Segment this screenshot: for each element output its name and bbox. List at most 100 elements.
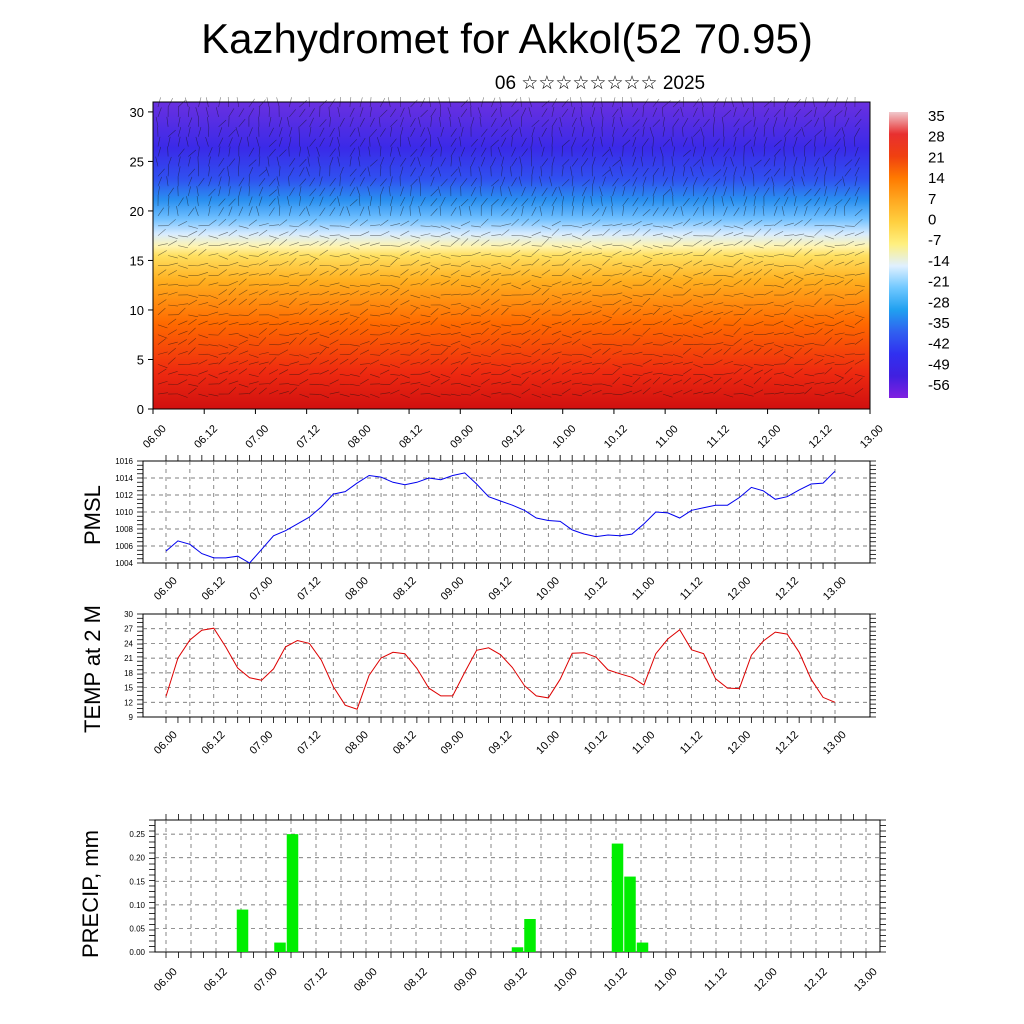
- colorbar: [889, 112, 908, 398]
- precip-bar: [286, 834, 299, 952]
- temp-y-tick-label: 30: [124, 610, 133, 619]
- precip-x-tick-label: 13.00: [852, 966, 880, 994]
- precip-y-tick-label: 0.10: [129, 901, 145, 910]
- colorbar-label: -42: [928, 336, 950, 353]
- x-tick-label: 11.00: [653, 423, 680, 450]
- precip-bar: [511, 947, 524, 952]
- colorbar-label: -56: [928, 377, 950, 394]
- precip-x-tick-label: 12.00: [752, 966, 780, 994]
- pmsl-x-tick-label: 06.12: [200, 575, 228, 603]
- temp-y-tick-label: 27: [124, 625, 133, 634]
- x-tick-label: 07.00: [243, 423, 271, 451]
- pmsl-x-tick-label: 08.12: [391, 575, 419, 603]
- pmsl-x-tick-label: 12.12: [773, 575, 801, 603]
- temp-x-tick-label: 12.12: [773, 729, 801, 757]
- pmsl-x-tick-label: 11.12: [678, 575, 705, 602]
- y-tick-label: 30: [130, 105, 144, 120]
- pmsl-x-tick-label: 08.00: [343, 575, 371, 603]
- y-tick-label: 10: [130, 303, 144, 318]
- x-tick-label: 09.00: [448, 423, 476, 451]
- pmsl-series-line: [165, 470, 836, 564]
- temp-x-tick-label: 07.00: [247, 729, 275, 757]
- pmsl-y-tick-label: 1010: [115, 508, 133, 517]
- temp-x-tick-label: 10.00: [534, 729, 562, 757]
- precip-x-tick-label: 07.00: [252, 966, 280, 994]
- pmsl-x-tick-label: 11.00: [630, 575, 657, 602]
- x-tick-label: 08.00: [346, 423, 374, 451]
- temp-x-tick-label: 09.00: [439, 729, 467, 757]
- precip-x-tick-label: 08.12: [402, 966, 430, 994]
- pmsl-y-tick-label: 1008: [115, 525, 133, 534]
- pmsl-y-tick-label: 1004: [115, 559, 133, 568]
- pmsl-grid: [143, 461, 870, 563]
- precip-x-tick-label: 06.00: [152, 966, 180, 994]
- temp-x-tick-label: 13.00: [821, 729, 849, 757]
- precip-x-tick-label: 06.12: [202, 966, 230, 994]
- precip-y-tick-label: 0.25: [129, 830, 145, 839]
- pmsl-y-tick-label: 1014: [115, 474, 133, 483]
- temp-x-tick-label: 12.00: [725, 729, 753, 757]
- pmsl-x-tick-label: 13.00: [821, 575, 849, 603]
- temp-y-tick-label: 21: [124, 654, 133, 663]
- temp-x-tick-label: 11.12: [678, 729, 705, 756]
- temp-x-tick-label: 06.12: [200, 729, 228, 757]
- x-tick-label: 12.12: [807, 423, 835, 451]
- pmsl-axis-label: PMSL: [80, 485, 105, 545]
- precip-x-tick-label: 11.12: [702, 966, 729, 993]
- precip-x-tick-label: 08.00: [352, 966, 380, 994]
- x-tick-label: 10.00: [551, 423, 579, 451]
- y-tick-label: 5: [137, 352, 144, 367]
- y-tick-label: 0: [137, 402, 144, 417]
- pmsl-x-tick-label: 06.00: [152, 575, 180, 603]
- precip-x-tick-label: 10.00: [552, 966, 580, 994]
- temp-x-tick-label: 08.00: [343, 729, 371, 757]
- precip-y-tick-label: 0.15: [129, 877, 145, 886]
- precip-x-tick-label: 09.00: [452, 966, 480, 994]
- pmsl-y-tick-label: 1016: [115, 457, 133, 466]
- precip-bar: [636, 942, 649, 952]
- x-tick-label: 08.12: [397, 423, 425, 451]
- temp-y-tick-label: 9: [129, 713, 134, 722]
- colorbar-label: -7: [928, 232, 941, 249]
- chart-title: Kazhydromet for Akkol(52 70.95): [201, 15, 813, 62]
- pmsl-x-tick-label: 07.12: [295, 575, 323, 603]
- precip-bar: [611, 843, 624, 952]
- wind-streamlines: [155, 96, 865, 399]
- precip-y-tick-label: 0.05: [129, 924, 145, 933]
- colorbar-label: 14: [928, 170, 945, 187]
- temp-frame: [142, 613, 871, 718]
- x-tick-label: 06.12: [192, 423, 220, 451]
- precip-bar: [236, 909, 249, 952]
- temp-y-tick-label: 15: [124, 684, 133, 693]
- precip-axis-label: PRECIP, mm: [78, 830, 103, 958]
- temp-y-tick-label: 24: [124, 639, 133, 648]
- colorbar-label: 21: [928, 149, 945, 166]
- pmsl-x-tick-label: 10.00: [534, 575, 562, 603]
- temp-x-tick-label: 06.00: [152, 729, 180, 757]
- y-tick-label: 15: [130, 253, 144, 268]
- temp-y-tick-label: 18: [124, 669, 133, 678]
- pmsl-x-tick-label: 10.12: [582, 575, 610, 603]
- precip-bar: [274, 942, 286, 952]
- precip-frame: [154, 819, 881, 953]
- precip-bar: [524, 919, 536, 952]
- colorbar-label: 7: [928, 191, 936, 208]
- pmsl-minor-ticks: [137, 455, 876, 569]
- temp-x-tick-label: 09.12: [486, 729, 514, 757]
- x-tick-label: 13.00: [858, 423, 886, 451]
- temp-grid: [143, 614, 870, 717]
- temp-x-tick-label: 07.12: [295, 729, 323, 757]
- precip-bar: [624, 876, 636, 952]
- pmsl-y-tick-label: 1006: [115, 542, 133, 551]
- colorbar-label: -35: [928, 315, 950, 332]
- y-tick-label: 25: [130, 154, 144, 169]
- precip-x-tick-label: 12.12: [802, 966, 830, 994]
- pmsl-x-tick-label: 12.00: [725, 575, 753, 603]
- colorbar-label: -14: [928, 253, 950, 270]
- precip-x-tick-label: 09.12: [502, 966, 530, 994]
- x-tick-label: 12.00: [755, 423, 783, 451]
- precip-y-tick-label: 0.20: [129, 854, 145, 863]
- colorbar-label: 0: [928, 212, 936, 229]
- temp-y-tick-label: 12: [124, 698, 133, 707]
